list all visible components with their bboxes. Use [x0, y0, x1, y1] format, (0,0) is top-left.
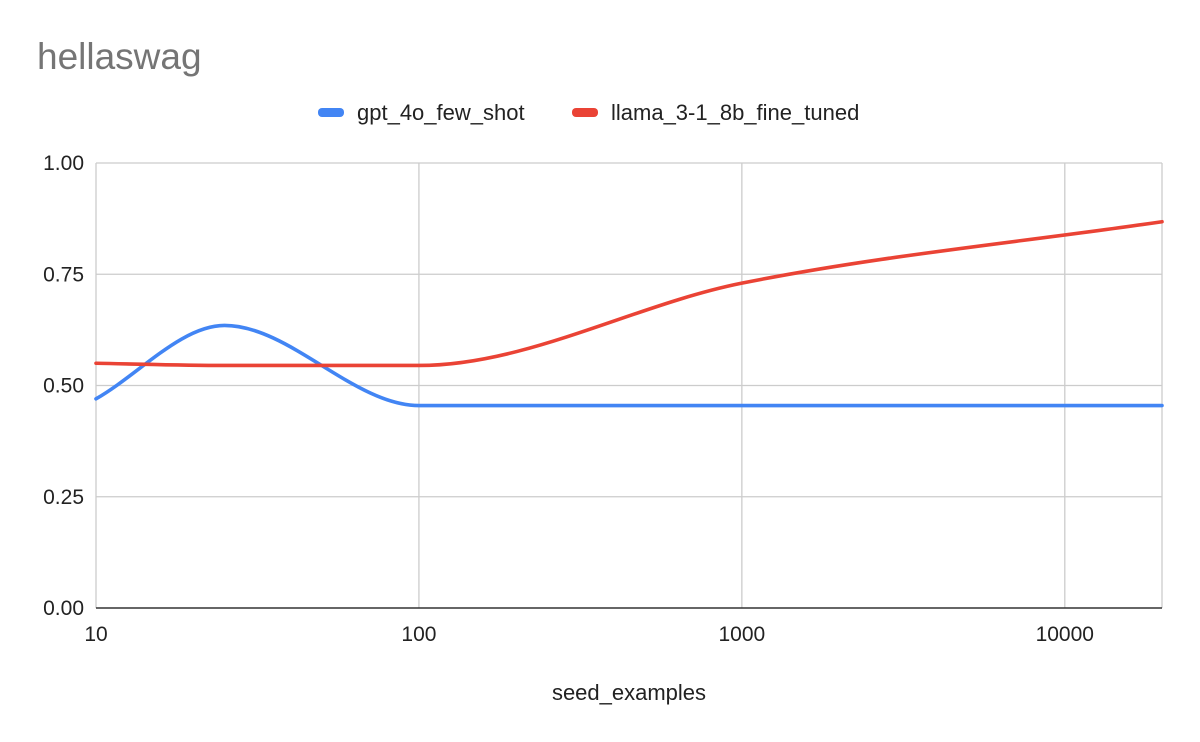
legend-swatch-gpt_4o_few_shot	[318, 108, 344, 117]
x-tick-label: 100	[401, 623, 436, 646]
x-axis-title: seed_examples	[552, 680, 706, 705]
legend-swatch-llama_3-1_8b_fine_tuned	[572, 108, 598, 117]
x-tick-label: 10000	[1036, 623, 1094, 646]
series-lines	[94, 219, 1164, 408]
y-tick-labels: 0.00 0.25 0.50 0.75 1.00	[43, 152, 84, 620]
y-tick-label: 0.00	[43, 597, 84, 620]
y-tick-label: 0.25	[43, 486, 84, 509]
y-tick-label: 1.00	[43, 152, 84, 175]
chart-title: hellaswag	[37, 36, 202, 77]
y-tick-label: 0.50	[43, 375, 84, 398]
y-tick-label: 0.75	[43, 263, 84, 286]
grid	[95, 162, 1163, 608]
x-tick-labels: 10 100 1000 10000	[84, 623, 1094, 646]
legend-label-llama_3-1_8b_fine_tuned: llama_3-1_8b_fine_tuned	[611, 100, 859, 125]
series-line-llama_3-1_8b_fine_tuned	[94, 219, 1164, 368]
series-line-gpt_4o_few_shot	[94, 323, 1164, 408]
legend-label-gpt_4o_few_shot: gpt_4o_few_shot	[357, 100, 525, 125]
x-tick-label: 10	[84, 623, 107, 646]
x-tick-label: 1000	[718, 623, 765, 646]
legend: gpt_4o_few_shot llama_3-1_8b_fine_tuned	[318, 100, 859, 125]
